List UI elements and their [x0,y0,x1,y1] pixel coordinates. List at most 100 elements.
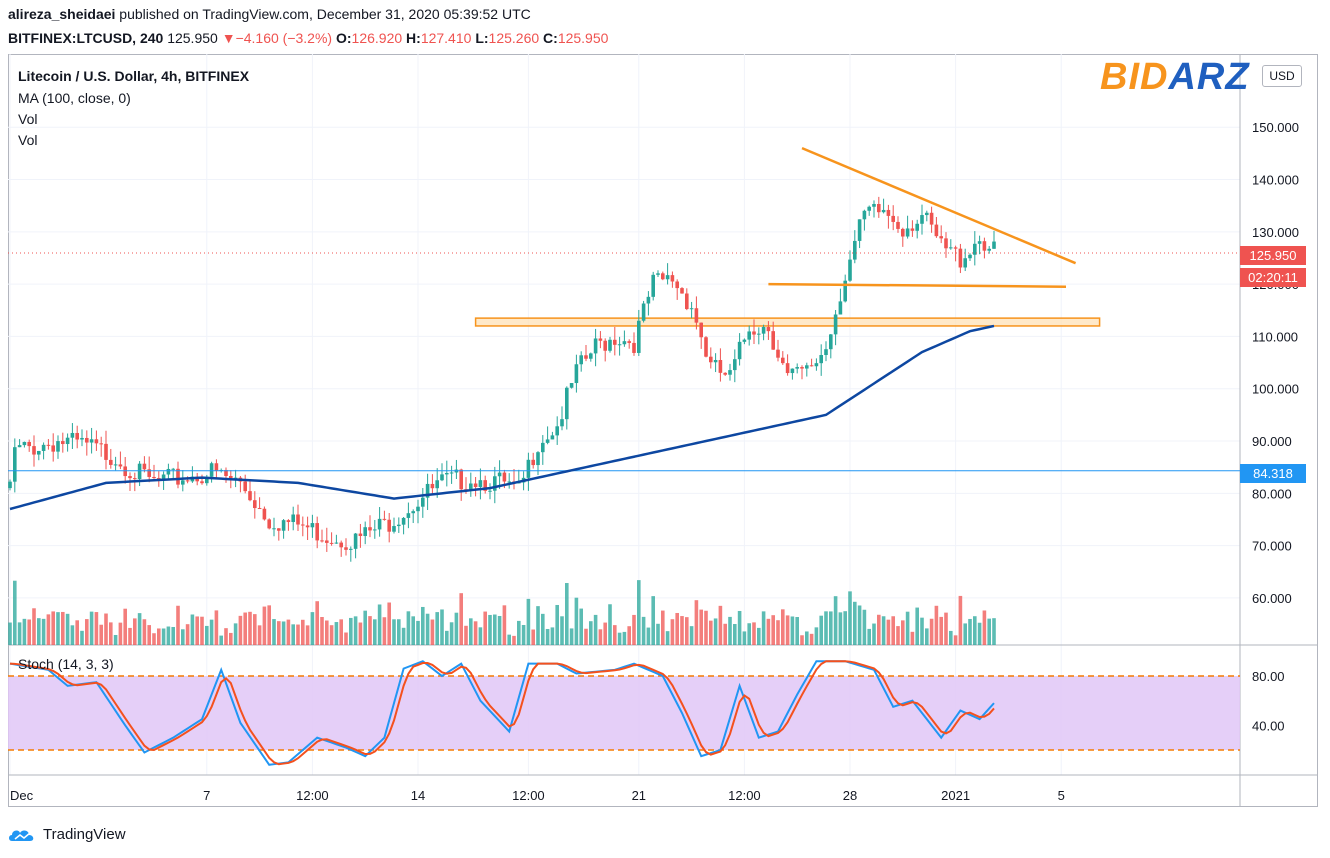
candle [94,439,99,444]
candle [329,542,334,544]
volume-bar [142,619,147,645]
candle [824,349,828,356]
support-line [768,282,1067,288]
candle [742,339,747,342]
volume-bar [392,619,396,645]
volume-bar [17,622,22,645]
candle [776,349,780,358]
volume-bar [531,629,535,645]
candle [781,357,785,364]
y-tick-label: 90.000 [1252,434,1292,449]
candle [737,341,742,360]
candle [680,288,684,294]
volume-bar [238,615,243,645]
candle [440,474,444,481]
candle [550,435,555,440]
volume-bar [790,616,795,645]
volume-bar [51,611,55,645]
candle [790,368,795,374]
volume-bar [209,619,214,645]
candle [632,342,636,353]
candle [613,339,617,345]
volume-bar [459,593,463,645]
candle [733,359,737,371]
candle [406,513,411,518]
volume-bar [315,601,319,645]
volume-bar [325,620,329,645]
volume-bar [982,610,987,645]
candle [262,508,267,520]
candle [80,437,84,440]
candle [493,476,497,491]
volume-bar [867,628,871,645]
candle [901,228,905,237]
candle [992,241,996,249]
volume-bar [785,615,790,645]
volume-bar [737,610,742,645]
volume-bar [853,601,857,645]
candle [910,228,915,231]
volume-bar [656,623,660,645]
volume-bar [181,629,185,645]
volume-bar [541,613,545,645]
volume-bar [133,618,137,645]
candle [344,547,348,550]
volume-bar [272,619,276,645]
stoch-legend[interactable]: Stoch (14, 3, 3) [18,656,114,672]
volume-bar [473,621,478,645]
vol-legend[interactable]: Vol [18,111,38,127]
author-name[interactable]: alireza_sheidaei [8,6,116,22]
candle [531,459,535,466]
candle [277,528,281,531]
currency-button[interactable]: USD [1262,65,1302,87]
candle [483,480,487,491]
volume-bar [857,605,862,645]
volume-bar [877,614,881,645]
y-tick-label: 140.000 [1252,173,1299,188]
volume-bar [41,618,46,645]
volume-bar [805,631,809,645]
volume-bar [555,604,559,645]
candle [891,215,895,222]
candle [478,480,483,487]
volume-bar [761,611,766,645]
candle [843,280,847,302]
volume-bar [89,611,94,645]
volume-bar [829,611,833,645]
candle [205,476,209,484]
volume-bar [243,612,247,645]
volume-bar [987,618,991,645]
volume-bar [401,627,406,645]
ma-legend[interactable]: MA (100, close, 0) [18,90,131,106]
candle [310,523,315,528]
volume-bar [425,613,430,645]
volume-bar [464,625,468,645]
candle [181,480,185,485]
candle [920,215,924,224]
candle [224,469,228,476]
volume-bar [483,611,487,645]
volume-bar [944,612,948,645]
candle [387,519,391,532]
candle [185,480,190,482]
candle [325,540,329,543]
candle [526,459,531,478]
volume-bar [435,612,439,645]
high-value: 127.410 [420,30,472,46]
candle [425,483,430,498]
tradingview-footer[interactable]: TradingView [8,826,126,843]
x-tick-label: 5 [1058,788,1065,803]
volume-bar [75,620,79,645]
volume-bar [171,626,175,645]
volume-bar [104,613,108,645]
candle [819,355,823,364]
candle [603,340,607,351]
candle [46,444,51,446]
y-tick-label: 130.000 [1252,225,1299,240]
vol-legend-2[interactable]: Vol [18,132,38,148]
volume-bar [713,618,718,645]
candle [929,212,934,225]
volume-bar [190,614,195,645]
candle [349,548,353,550]
